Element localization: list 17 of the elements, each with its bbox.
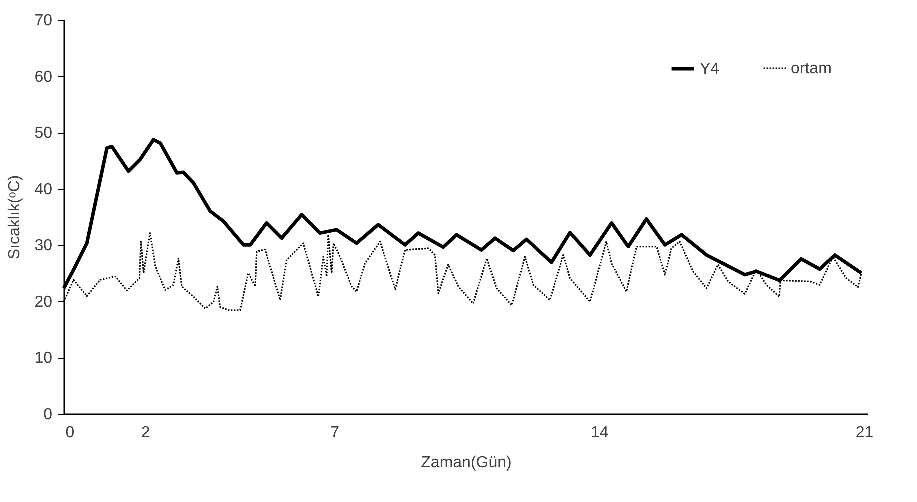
x-axis-title: Zaman(Gün)	[421, 454, 512, 472]
legend-label: Y4	[700, 61, 720, 78]
x-tick-label: 0	[66, 424, 75, 442]
x-tick-label: 7	[330, 424, 340, 442]
y-tick-label: 50	[34, 125, 53, 142]
x-tick-label: 14	[590, 424, 609, 442]
y-tick-label: 20	[34, 294, 53, 311]
y-tick-label: 60	[34, 68, 53, 86]
y-tick-label: 70	[34, 12, 53, 30]
y-tick-label: 0	[44, 406, 53, 424]
y-tick-label: 10	[34, 350, 53, 368]
x-tick-label: 2	[141, 424, 150, 442]
y-axis-title: Sıcaklık(ᵒC)	[6, 175, 24, 260]
y-tick-label: 30	[34, 238, 53, 255]
legend-label: ortam	[791, 60, 832, 78]
y-tick-label: 40	[34, 181, 53, 198]
x-tick-label: 21	[856, 424, 874, 442]
